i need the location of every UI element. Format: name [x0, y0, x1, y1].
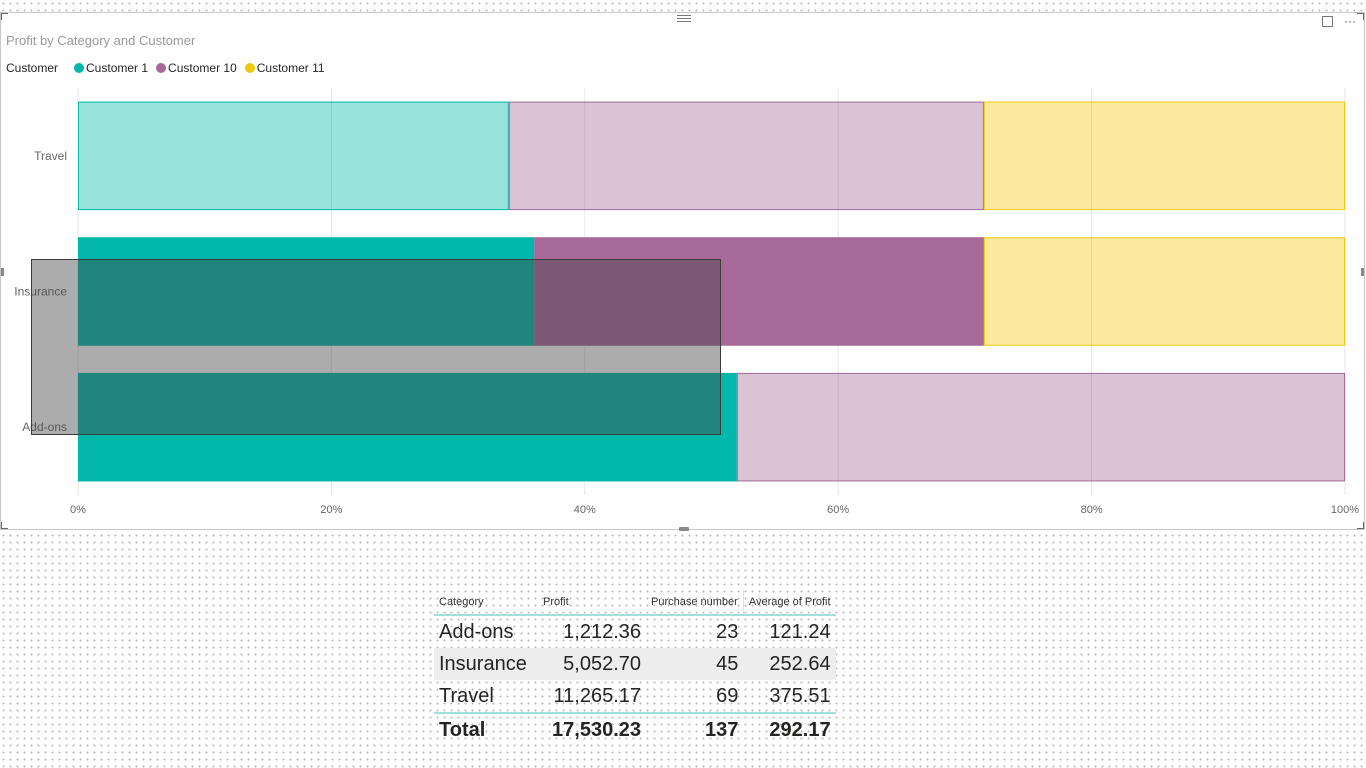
legend-label: Customer 10 [168, 61, 237, 75]
bar-chart-visual[interactable]: ··· Profit by Category and Customer Cust… [0, 12, 1365, 531]
plot-area: 0% 20% 40% 60% 80% 100% Travel Insurance Add-ons [14, 88, 1359, 516]
cell-profit: 11,265.17 [553, 684, 642, 707]
y-category-label: Add-ons [22, 420, 67, 434]
legend-dot-icon [74, 63, 85, 73]
x-tick-label: 20% [320, 504, 342, 516]
bar-segment[interactable] [78, 237, 535, 346]
cell-average-of-profit: 252.64 [743, 648, 836, 680]
resize-corner-bottom-left[interactable] [1, 522, 8, 529]
y-category-label: Travel [34, 149, 67, 163]
x-tick-label: 60% [827, 504, 849, 516]
bar-segment[interactable] [78, 372, 737, 482]
column-header-profit[interactable]: Profit [538, 590, 646, 616]
cell-profit: 1,212.36 [563, 620, 641, 643]
legend-dot-icon [244, 63, 255, 73]
resize-corner-top-left[interactable] [1, 13, 8, 20]
focus-mode-icon[interactable] [1321, 16, 1333, 28]
bar-segment[interactable] [983, 101, 1346, 211]
bar-segment[interactable] [736, 372, 1345, 482]
resize-handle-left[interactable] [1, 268, 4, 276]
total-purchase-number: 137 [646, 712, 744, 746]
table-header-row: Category Profit Purchase number Average … [434, 590, 836, 616]
more-options-icon[interactable]: ··· [1344, 14, 1356, 28]
table-row[interactable]: Insurance 5,052.70 45 252.64 [434, 648, 836, 680]
total-profit: 17,530.23 [538, 712, 646, 746]
table-row[interactable]: Add-ons 1,212.36 23 121.24 [434, 615, 836, 648]
cell-category: Travel [439, 684, 494, 707]
bar-segment[interactable] [534, 237, 984, 346]
summary-table: Category Profit Purchase number Average … [434, 590, 836, 746]
cell-purchase-number: 23 [716, 620, 739, 643]
legend-item-customer-11[interactable]: Customer 11 [244, 61, 325, 75]
legend-dot-icon [156, 63, 167, 73]
legend-item-customer-10[interactable]: Customer 10 [156, 61, 237, 75]
resize-handle-right[interactable] [1361, 268, 1364, 276]
cell-category: Add-ons [439, 620, 514, 643]
resize-corner-top-right[interactable] [1357, 13, 1364, 20]
x-tick-label: 40% [574, 504, 596, 516]
cell-average-of-profit: 121.24 [769, 620, 831, 643]
cell-profit: 5,052.70 [538, 648, 646, 680]
column-header-category[interactable]: Category [434, 590, 538, 616]
drag-handle-icon[interactable] [677, 15, 691, 23]
legend-label: Customer 11 [256, 61, 325, 75]
cell-purchase-number: 69 [716, 684, 739, 707]
resize-corner-bottom-right[interactable] [1357, 522, 1364, 529]
chart-legend: Customer Customer 1 Customer 10 Customer… [6, 61, 333, 75]
column-header-average-of-profit[interactable]: Average of Profit [743, 590, 836, 616]
table-row[interactable]: Travel 11,265.17 69 375.51 [434, 680, 836, 713]
column-header-purchase-number[interactable]: Purchase number [646, 590, 744, 616]
total-average-of-profit: 292.17 [743, 712, 836, 746]
legend-label: Customer 1 [86, 61, 149, 75]
visual-header-icons: ··· [1314, 14, 1356, 28]
x-tick-label: 80% [1081, 504, 1103, 516]
x-tick-label: 0% [70, 504, 86, 516]
cell-average-of-profit: 375.51 [769, 684, 831, 707]
bar-segment[interactable] [508, 101, 984, 211]
table-total-row: Total 17,530.23 137 292.17 [434, 712, 836, 746]
chart-title: Profit by Category and Customer [6, 33, 196, 48]
resize-handle-bottom[interactable] [679, 527, 689, 531]
selection-rectangle [31, 259, 721, 435]
cell-purchase-number: 45 [646, 648, 744, 680]
bar-segment[interactable] [983, 237, 1346, 346]
x-tick-label: 100% [1331, 504, 1359, 516]
y-category-label: Insurance [14, 285, 67, 299]
legend-title: Customer [6, 61, 59, 75]
bar-segment[interactable] [78, 101, 509, 211]
legend-item-customer-1[interactable]: Customer 1 [74, 61, 148, 75]
cell-category: Insurance [434, 648, 538, 680]
total-label: Total [434, 712, 538, 746]
